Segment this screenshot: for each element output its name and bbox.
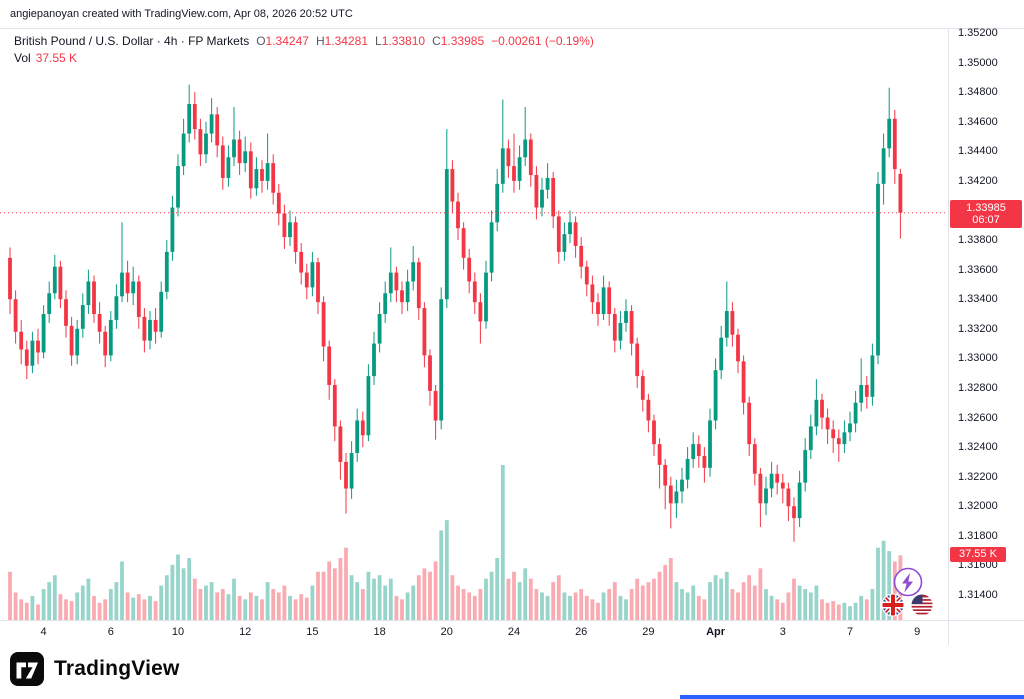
price-axis-label: 1.34600 [958,115,998,128]
time-axis-label: 12 [239,626,252,638]
price-axis-label: 1.33200 [958,322,998,335]
time-axis-label: 26 [575,626,588,638]
time-axis-label: 20 [440,626,453,638]
legend-volume-row: Vol 37.55 K [14,49,594,66]
symbol-title[interactable]: British Pound / U.S. Dollar · 4h · FP Ma… [14,33,250,48]
top-separator-line [0,28,1024,29]
us-flag-icon[interactable] [910,593,934,617]
price-axis-label: 1.33000 [958,352,998,365]
price-axis-label: 1.34800 [958,86,998,99]
time-axis-separator [0,620,1024,621]
price-axis-label: 1.33800 [958,234,998,247]
volume-badge: 37.55 K [950,547,1006,563]
price-axis-label: 1.31800 [958,529,998,542]
legend: British Pound / U.S. Dollar · 4h · FP Ma… [14,32,594,66]
price-axis-label: 1.35200 [958,27,998,39]
candles-layer [8,84,903,542]
price-axis-label: 1.32200 [958,470,998,483]
time-axis-label: 7 [846,626,854,638]
volume-label: Vol [14,50,31,65]
time-axis-label: Apr [706,626,726,638]
time-axis-label: 3 [779,626,786,638]
price-axis-label: 1.32000 [958,500,998,513]
lightning-reaction-icon[interactable] [893,567,923,597]
time-axis-label: 29 [642,626,655,638]
ohlc-low: L1.33810 [375,33,426,48]
price-axis-label: 1.34200 [958,174,998,187]
attribution-text: angiepanoyan created with TradingView.co… [10,8,353,20]
time-axis-label: 24 [507,626,521,638]
time-axis-label: 10 [171,626,185,638]
price-axis-label: 1.34400 [958,145,998,158]
price-axis-label: 1.33600 [958,263,998,276]
volume-value: 37.55 K [35,50,78,65]
time-axis-label: 15 [306,626,319,638]
price-change: −0.00261 (−0.19%) [491,33,594,48]
price-axis-label: 1.35000 [958,56,998,69]
last-price-badge: 1.33985 06:07 [950,199,1022,228]
ohlc-open: O1.34247 [256,33,309,48]
price-axis-label: 1.32800 [958,381,998,394]
price-axis-label: 1.32400 [958,441,998,454]
time-axis-label: 6 [107,626,114,638]
time-axis-label: 9 [914,626,921,638]
time-axis-label: 4 [40,626,47,638]
price-axis-separator [948,28,949,645]
candlestick-chart[interactable] [0,0,1024,646]
bottom-accent-bar [680,695,1024,699]
legend-symbol-row: British Pound / U.S. Dollar · 4h · FP Ma… [14,32,594,49]
reaction-icons [881,567,934,617]
price-axis-label: 1.33400 [958,293,998,306]
price-axis-label: 1.31400 [958,589,998,601]
tradingview-logo-icon[interactable] [10,652,44,686]
price-axis[interactable]: 1.35200 1.35000 1.34800 1.34600 1.34400 1.342… [949,27,1024,620]
time-axis-label: 18 [373,626,386,638]
footer: TradingView [0,645,1024,699]
price-axis-label: 1.31600 [958,559,998,572]
time-axis[interactable]: 4 6 10 12 15 18 20 24 26 29 Apr 3 7 9 [0,621,948,645]
tradingview-wordmark: TradingView [54,657,180,680]
price-axis-label: 1.32600 [958,411,998,424]
last-price-value: 1.33985 [966,201,1006,214]
volume-bars [8,465,903,620]
ohlc-close: C1.33985 [432,33,485,48]
bar-countdown: 06:07 [972,213,1000,226]
ohlc-high: H1.34281 [315,33,368,48]
uk-flag-icon[interactable] [881,593,905,617]
